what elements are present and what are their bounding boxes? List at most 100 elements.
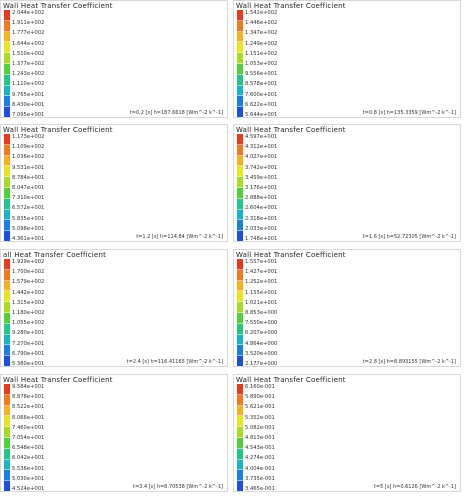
legend-tick-label: 6.160e-001 xyxy=(245,384,275,390)
legend-color-swatch xyxy=(237,20,243,32)
legend-tick-label: 5.536e+001 xyxy=(12,465,45,472)
legend-tick-label: 9.531e+001 xyxy=(12,164,45,171)
legend-color-swatch xyxy=(4,231,10,241)
legend-tick-label: 8.047e+001 xyxy=(12,184,45,191)
legend-color-swatch xyxy=(4,280,10,292)
legend-tick-label: 8.784e+001 xyxy=(12,174,45,181)
legend-tick-label: 5.621e-001 xyxy=(245,404,275,411)
panel-caption: t=2.4 [s] h=116.41165 [Wm^-2 k^-1] xyxy=(125,359,224,365)
legend-tick-label: 1.542e+002 xyxy=(245,10,278,16)
legend-color-swatch xyxy=(4,291,10,303)
legend-tick-label: 5.835e+001 xyxy=(12,215,45,222)
legend-color-swatch xyxy=(237,312,243,324)
legend-color-swatch xyxy=(237,63,243,75)
legend-color-swatch xyxy=(237,144,243,156)
legend-color-swatch xyxy=(237,448,243,460)
legend-color-swatch xyxy=(4,437,10,449)
legend-ticks: 1.557e+001 1.427e+001 1.252e+001 1.155e+001… xyxy=(245,259,293,366)
legend-color-swatch xyxy=(237,470,243,482)
legend-tick-label: 6.622e+001 xyxy=(245,101,278,108)
panel-title: Wall Heat Transfer Coefficient xyxy=(236,126,346,134)
panel-title: Wall Heat Transfer Coefficient xyxy=(3,376,113,384)
legend-tick-label: 1.929e+002 xyxy=(12,259,45,265)
legend-color-swatch xyxy=(237,269,243,281)
legend-ticks: 1.173e+002 1.109e+002 1.036e+002 9.531e+001… xyxy=(12,134,60,241)
legend-tick-label: 6.790e+001 xyxy=(12,350,45,357)
legend-color-swatch xyxy=(4,177,10,188)
legend-color-swatch xyxy=(4,405,10,417)
legend-color-swatch xyxy=(237,302,243,313)
legend-ticks: 9.584e+001 8.878e+001 8.522e+001 8.066e+001… xyxy=(12,384,60,492)
legend-color-swatch xyxy=(237,198,243,210)
legend-ticks: 2.044e+002 1.911e+002 1.777e+002 1.644e+002… xyxy=(12,10,60,118)
panel-caption: t=0.2 [s] h=187.6618 [Wm^-2 k^-1] xyxy=(128,110,224,116)
legend-tick-label: 4.597e+001 xyxy=(245,134,278,140)
legend-tick-label: 3.459e+001 xyxy=(245,174,278,181)
legend-color-swatch xyxy=(4,470,10,482)
legend-ticks: 1.542e+002 1.446e+002 1.347e+002 1.249e+002… xyxy=(245,10,293,117)
legend-color-swatch xyxy=(4,448,10,460)
legend-color-swatch xyxy=(4,107,10,117)
legend-color-swatch xyxy=(237,427,243,438)
color-legend: 9.584e+001 8.878e+001 8.522e+001 8.066e+001… xyxy=(4,384,60,492)
legend-tick-label: 1.748e+001 xyxy=(245,235,278,242)
legend-color-swatch xyxy=(237,481,243,491)
legend-tick-label: 4.543e-001 xyxy=(245,445,275,452)
legend-color-swatch xyxy=(4,481,10,491)
legend-ticks: 1.929e+002 1.700e+002 1.579e+002 1.442e+002… xyxy=(12,259,60,366)
color-legend: 4.597e+001 4.312e+001 4.027e+001 3.742e+001… xyxy=(237,134,293,242)
legend-tick-label: 1.053e+002 xyxy=(245,60,278,67)
legend-color-swatch xyxy=(4,85,10,97)
color-legend: 6.160e-001 5.890e-001 5.621e-001 5.352e-001… xyxy=(237,384,293,492)
legend-tick-label: 2.888e+001 xyxy=(245,195,278,202)
legend-tick-label: 4.524e+001 xyxy=(12,485,45,492)
legend-color-swatch xyxy=(237,220,243,232)
legend-color-swatch xyxy=(4,384,10,395)
legend-tick-label: 3.742e+001 xyxy=(245,164,278,171)
panel-title: all Heat Transfer Coefficient xyxy=(3,251,107,259)
legend-tick-label: 5.082e-001 xyxy=(245,424,275,431)
legend-tick-label: 1.644e+002 xyxy=(12,40,45,47)
legend-color-swatch xyxy=(4,144,10,156)
legend-tick-label: 7.054e+001 xyxy=(12,434,45,441)
legend-tick-label: 1.109e+002 xyxy=(12,144,45,151)
panel-caption: t=1.2 [s] h=114.84 [Wm^-2 k^-1] xyxy=(135,234,224,240)
legend-color-swatch xyxy=(4,42,10,54)
legend-color-bar xyxy=(237,10,243,117)
legend-tick-label: 2.033e+001 xyxy=(245,225,278,232)
legend-color-swatch xyxy=(237,107,243,117)
legend-tick-label: 1.377e+002 xyxy=(12,60,45,67)
legend-tick-label: 1.315e+002 xyxy=(12,299,45,306)
legend-tick-label: 7.095e+001 xyxy=(12,111,45,118)
contour-panel-3: Wall Heat Transfer Coefficient 1.173e+00… xyxy=(0,124,228,242)
legend-color-swatch xyxy=(4,10,10,21)
legend-color-swatch xyxy=(4,187,10,199)
legend-color-swatch xyxy=(4,312,10,324)
legend-color-swatch xyxy=(237,291,243,303)
legend-color-swatch xyxy=(4,459,10,471)
legend-color-bar xyxy=(237,384,243,491)
legend-tick-label: 9.765e+001 xyxy=(12,91,45,98)
legend-color-swatch xyxy=(237,166,243,178)
legend-color-swatch xyxy=(237,384,243,395)
legend-tick-label: 1.249e+002 xyxy=(245,40,278,47)
legend-tick-label: 1.173e+002 xyxy=(12,134,45,140)
legend-tick-label: 8.522e+001 xyxy=(12,404,45,411)
legend-color-swatch xyxy=(237,416,243,428)
legend-color-swatch xyxy=(237,155,243,167)
color-legend: 1.929e+002 1.700e+002 1.579e+002 1.442e+002… xyxy=(4,259,60,366)
legend-tick-label: 1.252e+001 xyxy=(245,279,278,286)
color-legend: 1.173e+002 1.109e+002 1.036e+002 9.531e+001… xyxy=(4,134,60,241)
legend-tick-label: 2.604e+001 xyxy=(245,205,278,212)
legend-color-swatch xyxy=(4,74,10,86)
legend-color-swatch xyxy=(4,323,10,335)
legend-color-swatch xyxy=(237,459,243,471)
panel-title: Wall Heat Transfer Coefficient xyxy=(236,376,346,384)
panel-caption: t=0.8 [s] h=135.3359 [Wm^-2 k^-1] xyxy=(361,110,457,116)
legend-tick-label: 5.098e+001 xyxy=(12,225,45,232)
legend-color-swatch xyxy=(4,31,10,43)
legend-tick-label: 3.465e-001 xyxy=(245,485,275,492)
panel-caption: t=5 [s] h=0.6126 [Wm^-2 k^-1] xyxy=(372,484,457,490)
panel-title: Wall Heat Transfer Coefficient xyxy=(236,2,346,10)
contour-panel-8: Wall Heat Transfer Coefficient 6.160e-00… xyxy=(233,374,461,492)
